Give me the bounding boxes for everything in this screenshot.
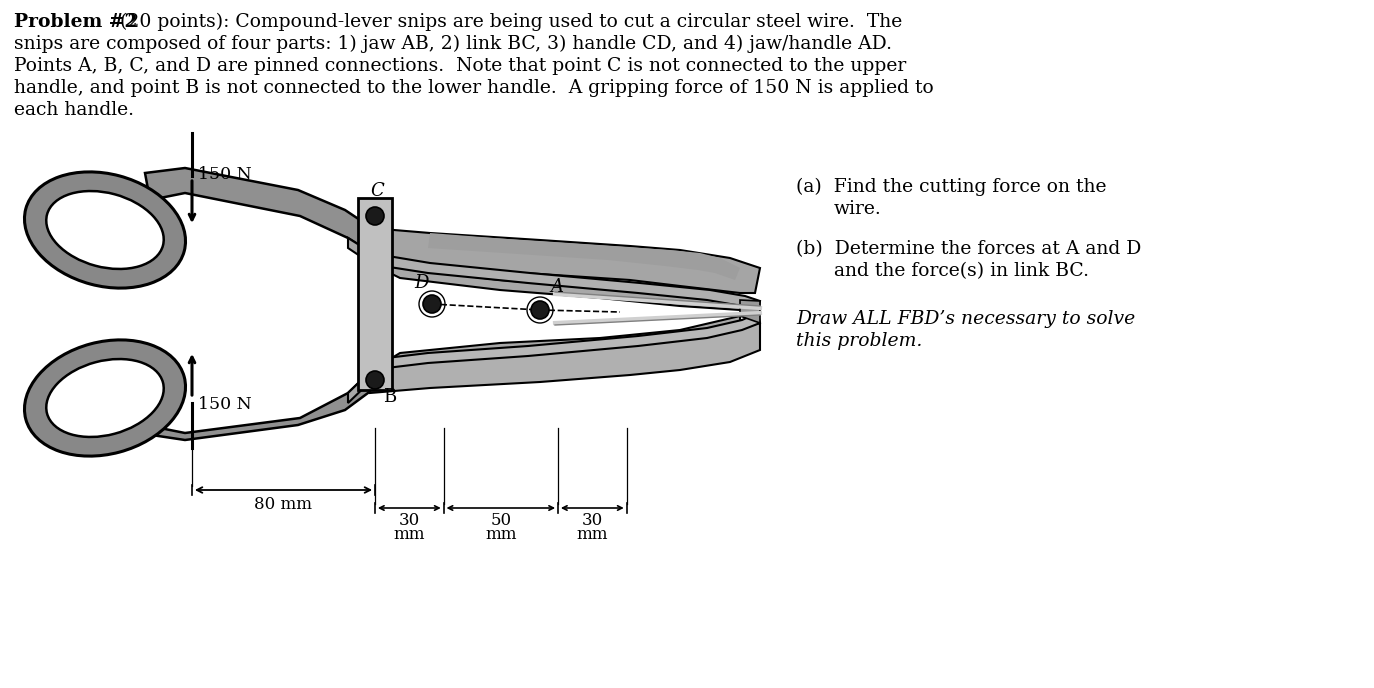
Text: (20 points): Compound-lever snips are being used to cut a circular steel wire.  : (20 points): Compound-lever snips are be… <box>114 13 903 31</box>
Polygon shape <box>146 370 372 440</box>
Text: handle, and point B is not connected to the lower handle.  A gripping force of 1: handle, and point B is not connected to … <box>14 79 934 97</box>
Text: (a)  Find the cutting force on the: (a) Find the cutting force on the <box>796 178 1106 196</box>
Ellipse shape <box>25 172 185 288</box>
Polygon shape <box>146 168 372 253</box>
Polygon shape <box>427 233 741 280</box>
Text: 80 mm: 80 mm <box>254 496 312 513</box>
Text: 50: 50 <box>491 512 511 529</box>
Circle shape <box>530 301 550 319</box>
Text: mm: mm <box>393 526 425 543</box>
Polygon shape <box>370 313 760 370</box>
Polygon shape <box>370 323 760 393</box>
Text: each handle.: each handle. <box>14 101 135 119</box>
Polygon shape <box>348 238 741 310</box>
Polygon shape <box>370 253 760 310</box>
Text: D: D <box>414 274 429 292</box>
Text: C: C <box>370 182 383 200</box>
Text: 30: 30 <box>581 512 603 529</box>
Text: B: B <box>383 388 396 406</box>
Text: Draw ALL FBD’s necessary to solve: Draw ALL FBD’s necessary to solve <box>796 310 1135 328</box>
Circle shape <box>365 371 383 389</box>
Text: (b)  Determine the forces at A and D: (b) Determine the forces at A and D <box>796 240 1142 258</box>
Polygon shape <box>348 316 741 403</box>
Polygon shape <box>359 198 392 390</box>
Circle shape <box>365 207 383 225</box>
Text: 150 N: 150 N <box>198 396 251 413</box>
Circle shape <box>423 295 441 313</box>
Text: snips are composed of four parts: 1) jaw AB, 2) link BC, 3) handle CD, and 4) ja: snips are composed of four parts: 1) jaw… <box>14 35 892 53</box>
Text: and the force(s) in link BC.: and the force(s) in link BC. <box>834 262 1090 280</box>
Text: Points A, B, C, and D are pinned connections.  Note that point C is not connecte: Points A, B, C, and D are pinned connect… <box>14 57 907 75</box>
Ellipse shape <box>47 359 164 437</box>
Text: this problem.: this problem. <box>796 332 922 350</box>
Text: mm: mm <box>577 526 609 543</box>
Text: Problem #2: Problem #2 <box>14 13 137 31</box>
Text: 30: 30 <box>398 512 420 529</box>
Text: A: A <box>550 278 563 296</box>
Ellipse shape <box>25 340 185 456</box>
Text: mm: mm <box>485 526 517 543</box>
Polygon shape <box>370 228 760 293</box>
Text: 150 N: 150 N <box>198 166 251 183</box>
Polygon shape <box>741 300 760 323</box>
Ellipse shape <box>47 191 164 269</box>
Text: wire.: wire. <box>834 200 882 218</box>
